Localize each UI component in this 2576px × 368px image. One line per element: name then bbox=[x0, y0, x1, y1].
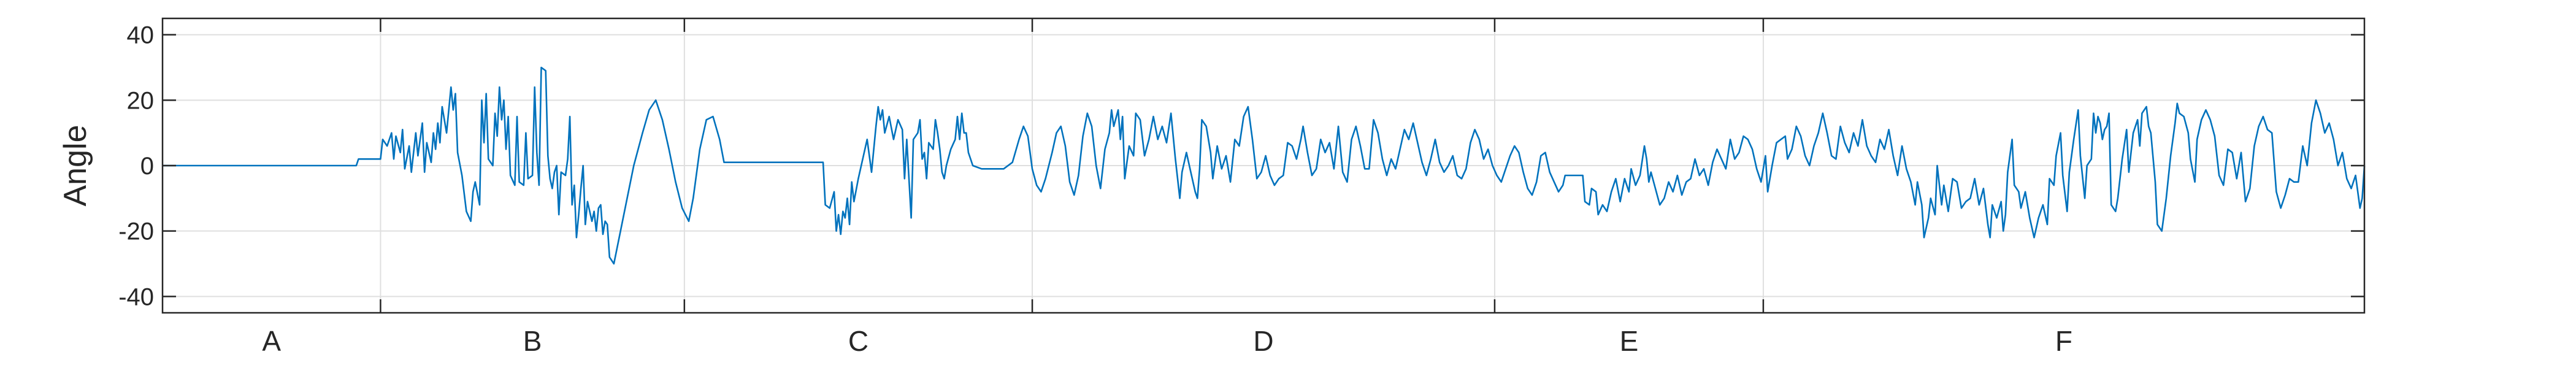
segment-label-f: F bbox=[2055, 325, 2072, 357]
segment-dividers bbox=[380, 18, 1764, 313]
y-tick-label: 20 bbox=[127, 87, 155, 114]
series-layer bbox=[163, 66, 2366, 265]
series-line-0 bbox=[163, 66, 2366, 265]
segment-label-d: D bbox=[1253, 325, 1273, 357]
y-tick-label: 0 bbox=[140, 153, 154, 180]
segment-label-b: B bbox=[523, 325, 542, 357]
y-axis-ticks: 40 20 0 -20 -40 bbox=[118, 18, 2364, 313]
segment-label-a: A bbox=[262, 325, 281, 357]
y-tick-label: -40 bbox=[118, 283, 154, 310]
y-axis-label: Angle bbox=[58, 125, 93, 207]
segment-label-c: C bbox=[848, 325, 868, 357]
y-tick-label: -20 bbox=[118, 218, 154, 245]
y-tick-label: 40 bbox=[127, 22, 155, 49]
segment-labels: A B C D E F bbox=[262, 325, 2072, 357]
segment-label-e: E bbox=[1620, 325, 1639, 357]
